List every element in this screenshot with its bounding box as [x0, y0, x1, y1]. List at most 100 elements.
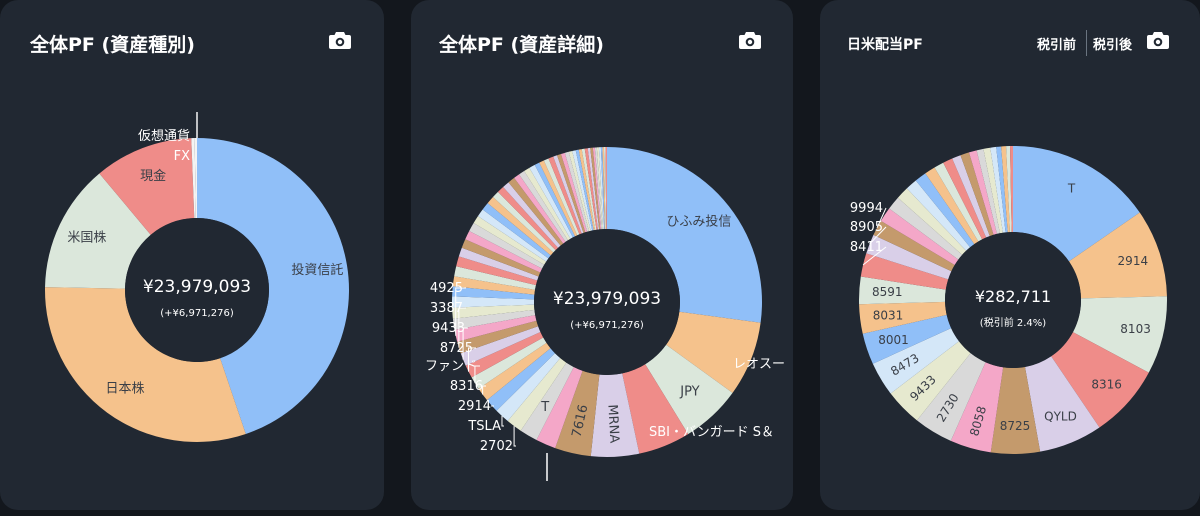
- slice-item-56[interactable]: [592, 147, 602, 230]
- slice-item-21[interactable]: [452, 276, 536, 295]
- slice-item-24[interactable]: [458, 247, 539, 281]
- slice-item-17[interactable]: [452, 309, 536, 330]
- slice-9994[interactable]: [873, 220, 955, 272]
- slice-item-25[interactable]: [960, 152, 994, 237]
- slice-item-29[interactable]: [477, 209, 549, 262]
- slice-item-22[interactable]: [454, 266, 536, 290]
- slice-8001[interactable]: [862, 314, 952, 364]
- slice-3387[interactable]: [457, 320, 539, 354]
- slice-item-38[interactable]: [524, 167, 571, 241]
- slice-item-35[interactable]: [508, 177, 564, 246]
- slice-9433[interactable]: [460, 326, 541, 366]
- slice-item-2[interactable]: [45, 173, 151, 289]
- slice-item-3[interactable]: [99, 138, 195, 235]
- slice-8058[interactable]: [950, 362, 1004, 453]
- slice-item-27[interactable]: [469, 223, 545, 269]
- slice-item-46[interactable]: [560, 152, 588, 233]
- slice-item-33[interactable]: [1010, 146, 1013, 233]
- camera-icon[interactable]: [328, 30, 352, 50]
- slice-item-28[interactable]: [473, 216, 547, 265]
- slice-item-62[interactable]: [603, 147, 607, 230]
- slice-item-20[interactable]: [452, 286, 535, 300]
- slice-item-63[interactable]: [605, 147, 607, 230]
- slice-item-51[interactable]: [578, 149, 596, 231]
- slice-item-31[interactable]: [487, 196, 554, 256]
- slice-item-40[interactable]: [534, 162, 576, 238]
- slice-item-32[interactable]: [1006, 146, 1012, 233]
- slice-7616[interactable]: [555, 370, 600, 457]
- slice-jpy[interactable]: [645, 344, 733, 435]
- slice-item-29[interactable]: [990, 146, 1006, 233]
- slice-item-42[interactable]: [543, 158, 580, 236]
- slice-item-24[interactable]: [952, 155, 990, 238]
- slice-item-45[interactable]: [557, 154, 586, 233]
- slice-item-30[interactable]: [482, 203, 551, 259]
- slice-item-20[interactable]: [915, 173, 975, 248]
- slice-item-23[interactable]: [456, 256, 538, 286]
- slice-4925[interactable]: [454, 315, 537, 342]
- slice-item-18[interactable]: [897, 188, 967, 255]
- slice-8031[interactable]: [859, 301, 947, 334]
- after-tax-toggle[interactable]: 税引後: [1093, 38, 1133, 53]
- camera-icon[interactable]: [738, 30, 762, 50]
- slice-item-61[interactable]: [602, 147, 606, 230]
- slice-item-54[interactable]: [587, 147, 600, 230]
- slice-item-37[interactable]: [519, 171, 568, 242]
- slice-item-0[interactable]: [607, 147, 762, 323]
- slice-item-1[interactable]: [666, 311, 761, 393]
- slice-tsla[interactable]: [496, 353, 561, 422]
- slice-item-26[interactable]: [465, 231, 543, 273]
- slice-item-36[interactable]: [514, 174, 566, 244]
- slice-t[interactable]: [1013, 146, 1140, 262]
- slice-item-31[interactable]: [1001, 146, 1010, 233]
- slice-item-0[interactable]: [197, 138, 349, 434]
- slice-item-6[interactable]: [536, 367, 583, 449]
- slice-8905[interactable]: [866, 234, 952, 280]
- slice-item-16[interactable]: [880, 208, 959, 266]
- slice-item-34[interactable]: [503, 182, 561, 248]
- slice-item-47[interactable]: [564, 151, 589, 232]
- slice-8316[interactable]: [1051, 332, 1149, 428]
- slice-item-44[interactable]: [553, 155, 584, 234]
- slice-item-12[interactable]: [471, 337, 547, 389]
- slice-item-28[interactable]: [983, 147, 1003, 234]
- slice-2914[interactable]: [1068, 212, 1167, 299]
- slice-item-53[interactable]: [584, 148, 598, 230]
- slice-8725[interactable]: [990, 366, 1041, 455]
- slice-2702[interactable]: [507, 358, 567, 431]
- slice-item-23[interactable]: [943, 158, 987, 240]
- slice-item-55[interactable]: [590, 147, 601, 230]
- camera-icon[interactable]: [1146, 30, 1170, 50]
- slice-item-5[interactable]: [194, 138, 197, 219]
- slice-item-39[interactable]: [529, 164, 573, 239]
- slice-item-1[interactable]: [44, 287, 246, 443]
- slice-item-17[interactable]: [889, 197, 963, 260]
- slice-8473[interactable]: [872, 328, 959, 394]
- slice-item-60[interactable]: [600, 147, 605, 230]
- slice-8411[interactable]: [860, 253, 949, 290]
- pre-tax-toggle[interactable]: 税引前: [1037, 38, 1077, 53]
- slice-item-22[interactable]: [934, 162, 983, 242]
- slice-item-43[interactable]: [548, 156, 582, 235]
- slice-8316[interactable]: [478, 342, 551, 401]
- slice-sbi-s[interactable]: [622, 364, 689, 454]
- slice-fx[interactable]: [191, 138, 196, 219]
- slice-9433[interactable]: [890, 341, 971, 421]
- slice-item-19[interactable]: [452, 296, 535, 308]
- slice-item-21[interactable]: [925, 167, 979, 245]
- slice-item-33[interactable]: [497, 186, 559, 251]
- slice-item-26[interactable]: [968, 150, 997, 235]
- slice-item-52[interactable]: [581, 148, 597, 230]
- slice-item-18[interactable]: [452, 304, 535, 319]
- slice-8103[interactable]: [1072, 296, 1167, 373]
- slice-item-32[interactable]: [492, 191, 556, 253]
- slice-item-58[interactable]: [596, 147, 604, 230]
- slice-item-50[interactable]: [575, 149, 594, 231]
- slice-item-41[interactable]: [539, 160, 578, 237]
- slice-item-48[interactable]: [568, 150, 591, 232]
- slice-2914[interactable]: [487, 348, 555, 411]
- slice-item-59[interactable]: [598, 147, 605, 230]
- slice-item-25[interactable]: [461, 239, 541, 277]
- slice-t[interactable]: [520, 362, 574, 441]
- slice-2730[interactable]: [916, 353, 986, 441]
